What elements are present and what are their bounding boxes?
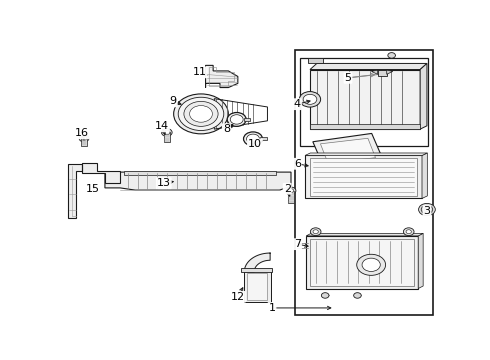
Circle shape (227, 112, 246, 126)
Circle shape (173, 94, 228, 134)
Text: 14: 14 (155, 121, 169, 131)
Circle shape (184, 102, 218, 126)
Text: 1: 1 (269, 303, 275, 313)
Bar (308, 58, 323, 63)
Circle shape (164, 130, 170, 135)
Bar (295, 50, 434, 315)
Bar (164, 132, 170, 142)
Polygon shape (387, 70, 393, 74)
Polygon shape (105, 172, 291, 190)
Bar (288, 191, 294, 203)
Circle shape (313, 230, 318, 234)
Circle shape (321, 293, 329, 298)
Text: 4: 4 (294, 99, 301, 109)
Circle shape (424, 207, 430, 212)
Bar (247, 273, 267, 300)
Circle shape (79, 135, 89, 142)
Bar (310, 69, 420, 129)
Polygon shape (371, 70, 378, 74)
Polygon shape (245, 253, 270, 272)
Text: 13: 13 (157, 178, 171, 188)
Bar (306, 236, 418, 288)
Circle shape (190, 105, 212, 122)
Text: 5: 5 (344, 73, 351, 83)
Polygon shape (420, 63, 427, 129)
Circle shape (244, 132, 263, 146)
Polygon shape (313, 134, 383, 168)
Bar (124, 171, 276, 175)
Polygon shape (310, 63, 427, 69)
Polygon shape (422, 153, 427, 198)
Text: 2: 2 (284, 184, 291, 194)
Circle shape (246, 134, 260, 144)
Circle shape (178, 97, 224, 131)
Circle shape (303, 94, 317, 104)
Text: 11: 11 (193, 67, 207, 77)
Bar (81, 138, 87, 146)
Polygon shape (320, 138, 375, 163)
Bar (300, 58, 428, 146)
Circle shape (162, 129, 172, 136)
Circle shape (230, 115, 243, 124)
Text: 7: 7 (294, 239, 301, 249)
Text: 12: 12 (231, 292, 245, 302)
Text: 8: 8 (223, 124, 230, 134)
Bar (305, 156, 422, 198)
Bar (244, 270, 271, 302)
Circle shape (357, 254, 386, 275)
Circle shape (286, 187, 296, 194)
Text: 9: 9 (170, 96, 177, 107)
Polygon shape (68, 163, 120, 218)
Polygon shape (418, 233, 423, 288)
Circle shape (406, 230, 412, 234)
Text: 16: 16 (75, 128, 89, 138)
Text: 3: 3 (423, 206, 430, 216)
Bar (241, 268, 272, 272)
Circle shape (299, 91, 320, 107)
Text: 15: 15 (86, 184, 100, 194)
Circle shape (362, 258, 380, 271)
Bar (310, 158, 417, 195)
Polygon shape (206, 66, 238, 87)
Polygon shape (305, 153, 427, 156)
Polygon shape (306, 233, 423, 236)
Circle shape (421, 205, 433, 214)
Circle shape (288, 189, 294, 193)
Circle shape (81, 136, 87, 140)
Bar (310, 124, 420, 129)
Bar (244, 118, 250, 121)
Text: 10: 10 (248, 139, 262, 149)
Circle shape (403, 228, 414, 235)
Circle shape (388, 53, 395, 58)
Bar (260, 138, 267, 140)
Circle shape (418, 203, 435, 216)
Bar (310, 239, 415, 286)
Circle shape (310, 228, 321, 235)
Text: 6: 6 (294, 159, 301, 169)
Circle shape (354, 293, 361, 298)
Bar (378, 70, 387, 76)
